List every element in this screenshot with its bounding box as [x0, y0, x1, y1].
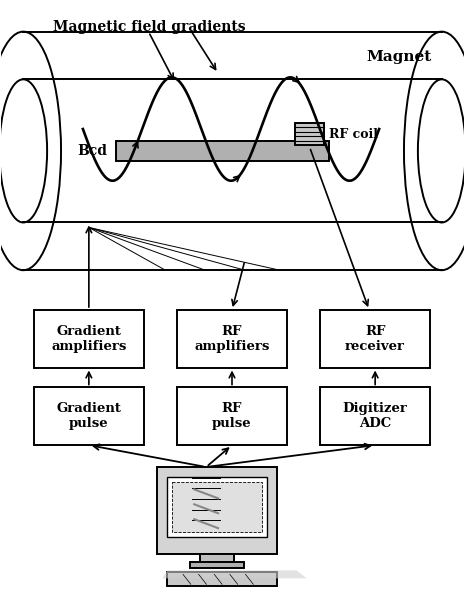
Bar — [34, 387, 144, 445]
Text: RF
amplifiers: RF amplifiers — [194, 325, 270, 353]
Text: Magnetic field gradients: Magnetic field gradients — [53, 20, 246, 34]
Text: RF coil: RF coil — [329, 127, 379, 141]
Bar — [167, 573, 277, 586]
Text: Gradient
pulse: Gradient pulse — [56, 402, 121, 430]
Bar — [295, 123, 325, 145]
Text: Digitizer
ADC: Digitizer ADC — [343, 402, 408, 430]
Bar — [34, 310, 144, 368]
Bar — [320, 387, 430, 445]
Bar — [177, 310, 287, 368]
Text: Magnet: Magnet — [366, 50, 432, 64]
Text: RF
receiver: RF receiver — [345, 325, 405, 353]
Bar — [158, 467, 277, 554]
Text: RF
pulse: RF pulse — [212, 402, 252, 430]
Bar — [320, 310, 430, 368]
Bar — [116, 141, 329, 161]
Bar — [177, 387, 287, 445]
Bar — [190, 562, 245, 568]
Bar — [173, 482, 262, 531]
Bar — [192, 467, 220, 542]
Text: Gradient
amplifiers: Gradient amplifiers — [51, 325, 126, 353]
Bar — [167, 477, 267, 536]
Text: Bcd: Bcd — [78, 144, 108, 158]
Polygon shape — [162, 570, 306, 578]
Bar — [199, 554, 234, 562]
